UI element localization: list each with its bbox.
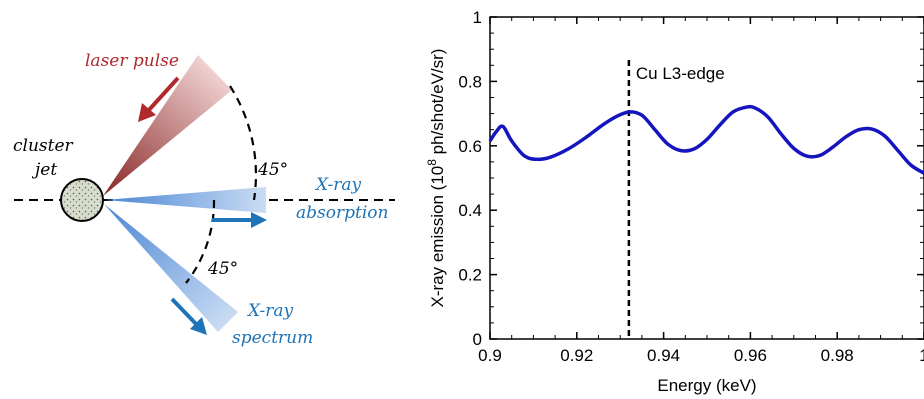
xray-absorption-label-line2: absorption	[296, 203, 388, 223]
angle-arc-top	[229, 85, 257, 201]
x-tick-label: 0.9	[478, 346, 502, 365]
y-axis: 0 0.2 0.4 0.6 0.8 1	[458, 8, 924, 349]
xray-spectrum-label-line1: X-ray	[246, 301, 294, 321]
cu-l3-edge-label: Cu L3-edge	[636, 64, 725, 83]
x-tick-label: 0.98	[821, 346, 854, 365]
y-tick-label: 0.4	[458, 201, 482, 220]
xray-spectrum-arrow	[170, 297, 207, 335]
angle-arc-bottom	[185, 199, 216, 284]
y-tick-label: 0.2	[458, 266, 482, 285]
cluster-label-line1: cluster	[13, 136, 74, 156]
y-tick-label: 0.6	[458, 137, 482, 156]
y-axis-label-suffix: ph/shot/eV/sr)	[428, 49, 447, 160]
x-tick-label: 0.94	[647, 346, 680, 365]
emission-chart: 0.9 0.92 0.94 0.96 0.98 1 0 0.2 0.4 0.6 0.8 1 Cu L…	[425, 8, 924, 395]
x-tick-label: 1	[919, 346, 924, 365]
experiment-diagram: laser pulse cluster jet 45° 45° X-ray ab…	[13, 51, 395, 348]
y-tick-label: 0.8	[458, 72, 482, 91]
y-axis-label: X-ray emission (108 ph/shot/eV/sr)	[425, 49, 447, 308]
angle-label-top: 45°	[257, 160, 288, 180]
y-axis-label-prefix: X-ray emission (10	[428, 166, 447, 308]
xray-absorption-arrow	[212, 212, 267, 228]
x-tick-label: 0.92	[560, 346, 593, 365]
y-tick-label: 0	[473, 330, 482, 349]
xray-spectrum-cone	[104, 204, 238, 332]
x-axis: 0.9 0.92 0.94 0.96 0.98 1	[478, 17, 924, 365]
laser-arrow	[138, 76, 180, 122]
xray-spectrum-label-line2: spectrum	[232, 328, 313, 348]
x-axis-label: Energy (keV)	[657, 376, 756, 395]
annotations: Cu L3-edge	[627, 60, 725, 339]
laser-pulse-label: laser pulse	[85, 51, 179, 71]
y-tick-label: 1	[473, 8, 482, 27]
angle-label-bottom: 45°	[207, 259, 238, 279]
emission-series-line	[488, 104, 924, 175]
y-axis-label-sup: 8	[425, 159, 439, 166]
series-layer	[488, 104, 924, 175]
cluster-label-line2: jet	[31, 160, 57, 180]
xray-absorption-cone	[104, 187, 266, 213]
xray-absorption-label-line1: X-ray	[314, 175, 362, 195]
x-tick-label: 0.96	[734, 346, 767, 365]
laser-pulse-cone	[103, 55, 232, 196]
cluster-jet-circle	[60, 178, 104, 222]
